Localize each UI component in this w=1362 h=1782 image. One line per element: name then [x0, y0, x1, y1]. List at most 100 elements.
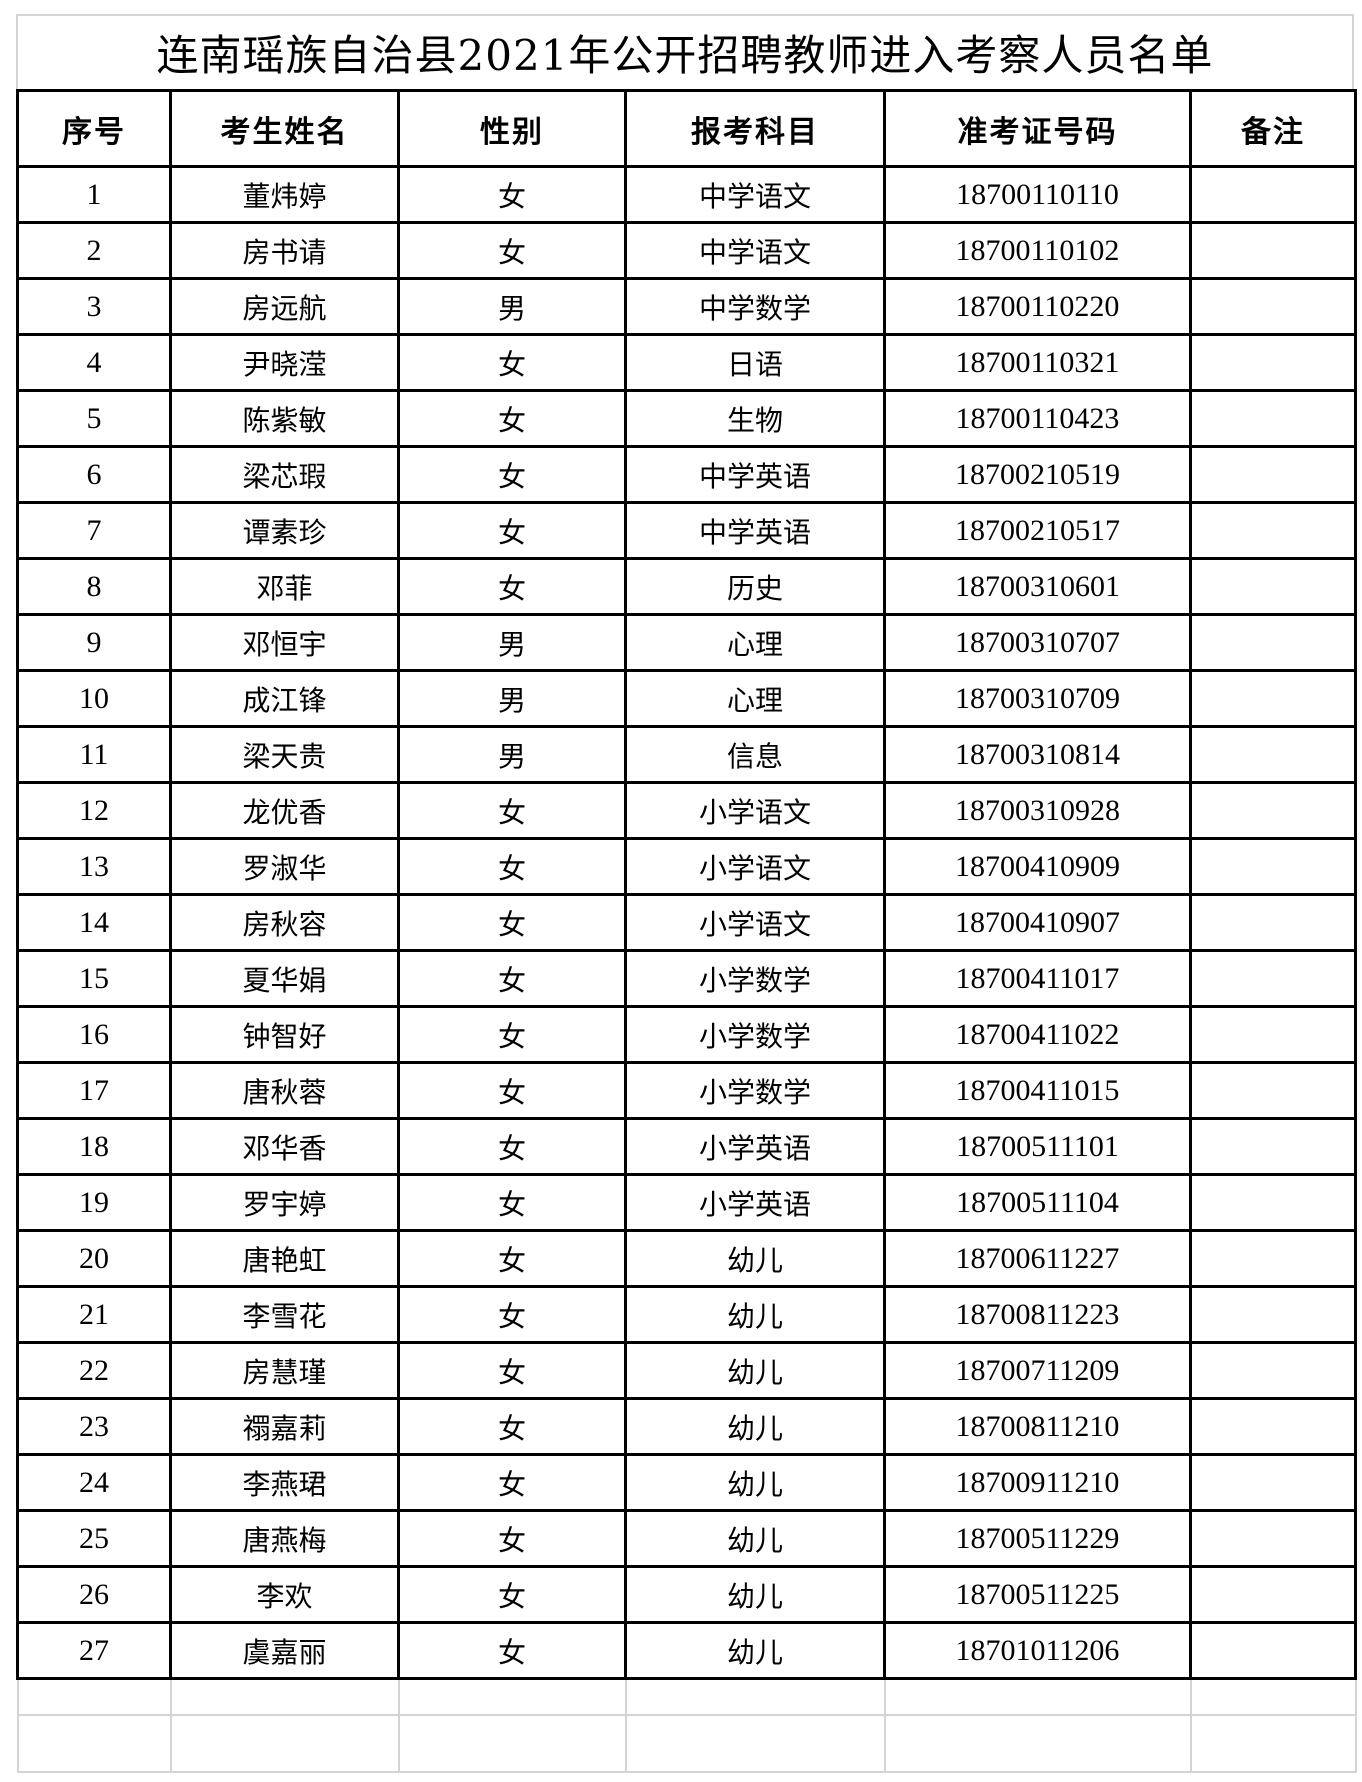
cell-gender: 男	[397, 725, 627, 784]
cell-index: 17	[16, 1061, 172, 1120]
cell-index: 15	[16, 949, 172, 1008]
table-row: 4 尹晓滢女日语 18700110321	[16, 333, 1357, 392]
cell-name: 夏华娟	[169, 949, 400, 1008]
table-row: 16 钟智好女小学数学 18700411022	[16, 1005, 1357, 1064]
cell-name: 谭素珍	[169, 501, 400, 560]
cell-subject: 幼儿	[624, 1621, 886, 1680]
cell-index: 20	[16, 1229, 172, 1288]
cell-gender: 男	[397, 277, 627, 336]
cell-index: 13	[16, 837, 172, 896]
cell-index: 27	[16, 1621, 172, 1680]
cell-gender: 女	[397, 893, 627, 952]
cell-remarks	[1189, 1005, 1357, 1064]
table-row: 25 唐燕梅女幼儿 18700511229	[16, 1509, 1357, 1568]
cell-index: 7	[16, 501, 172, 560]
cell-ticket-number: 18700110110	[883, 165, 1192, 224]
empty-cell	[397, 1677, 627, 1716]
cell-name: 李雪花	[169, 1285, 400, 1344]
cell-index: 9	[16, 613, 172, 672]
cell-subject: 幼儿	[624, 1341, 886, 1400]
cell-remarks	[1189, 445, 1357, 504]
cell-index: 1	[16, 165, 172, 224]
cell-ticket-number: 18700411017	[883, 949, 1192, 1008]
cell-remarks	[1189, 669, 1357, 728]
cell-index: 5	[16, 389, 172, 448]
cell-index: 24	[16, 1453, 172, 1512]
cell-subject: 幼儿	[624, 1397, 886, 1456]
cell-remarks	[1189, 1117, 1357, 1176]
cell-subject: 幼儿	[624, 1285, 886, 1344]
table-row: 24 李燕珺女幼儿 18700911210	[16, 1453, 1357, 1512]
cell-index: 8	[16, 557, 172, 616]
cell-name: 唐燕梅	[169, 1509, 400, 1568]
cell-name: 成江锋	[169, 669, 400, 728]
cell-name: 陈紫敏	[169, 389, 400, 448]
header-col-subject: 报考科目	[624, 89, 886, 168]
empty-cell	[397, 1714, 627, 1773]
cell-gender: 女	[397, 1397, 627, 1456]
cell-ticket-number: 18700611227	[883, 1229, 1192, 1288]
cell-remarks	[1189, 1341, 1357, 1400]
cell-subject: 生物	[624, 389, 886, 448]
empty-row	[16, 1677, 1357, 1716]
cell-name: 董炜婷	[169, 165, 400, 224]
cell-subject: 心理	[624, 613, 886, 672]
cell-remarks	[1189, 1285, 1357, 1344]
cell-gender: 女	[397, 1005, 627, 1064]
cell-name: 邓菲	[169, 557, 400, 616]
cell-gender: 女	[397, 445, 627, 504]
empty-cell	[883, 1714, 1192, 1773]
cell-index: 14	[16, 893, 172, 952]
cell-remarks	[1189, 949, 1357, 1008]
cell-remarks	[1189, 1397, 1357, 1456]
cell-remarks	[1189, 613, 1357, 672]
cell-index: 19	[16, 1173, 172, 1232]
cell-gender: 男	[397, 669, 627, 728]
cell-gender: 女	[397, 1285, 627, 1344]
cell-name: 房远航	[169, 277, 400, 336]
cell-subject: 中学英语	[624, 445, 886, 504]
cell-ticket-number: 18700511104	[883, 1173, 1192, 1232]
empty-cell	[1189, 1714, 1357, 1773]
cell-gender: 女	[397, 557, 627, 616]
cell-index: 21	[16, 1285, 172, 1344]
cell-remarks	[1189, 557, 1357, 616]
cell-remarks	[1189, 277, 1357, 336]
cell-remarks	[1189, 333, 1357, 392]
cell-ticket-number: 18700310814	[883, 725, 1192, 784]
cell-subject: 幼儿	[624, 1565, 886, 1624]
table-row: 7 谭素珍女中学英语 18700210517	[16, 501, 1357, 560]
cell-ticket-number: 18700511101	[883, 1117, 1192, 1176]
empty-cell	[169, 1714, 400, 1773]
table-row: 5 陈紫敏女生物 18700110423	[16, 389, 1357, 448]
cell-index: 3	[16, 277, 172, 336]
cell-gender: 女	[397, 221, 627, 280]
cell-ticket-number: 18700811223	[883, 1285, 1192, 1344]
header-col-remarks: 备注	[1189, 89, 1357, 168]
cell-name: 罗宇婷	[169, 1173, 400, 1232]
cell-name: 禤嘉莉	[169, 1397, 400, 1456]
cell-ticket-number: 18700511225	[883, 1565, 1192, 1624]
table-row: 11 梁天贵男信息 18700310814	[16, 725, 1357, 784]
table-row: 23 禤嘉莉女幼儿 18700811210	[16, 1397, 1357, 1456]
cell-ticket-number: 18700711209	[883, 1341, 1192, 1400]
cell-index: 2	[16, 221, 172, 280]
page-title: 连南瑶族自治县2021年公开招聘教师进入考察人员名单	[16, 14, 1354, 89]
cell-name: 邓恒宇	[169, 613, 400, 672]
cell-gender: 女	[397, 333, 627, 392]
cell-index: 23	[16, 1397, 172, 1456]
table-row: 15 夏华娟女小学数学 18700411017	[16, 949, 1357, 1008]
table-row: 12 龙优香女小学语文 18700310928	[16, 781, 1357, 840]
table-row: 6 梁芯瑕女中学英语 18700210519	[16, 445, 1357, 504]
cell-gender: 女	[397, 389, 627, 448]
cell-name: 房书请	[169, 221, 400, 280]
document-sheet: 连南瑶族自治县2021年公开招聘教师进入考察人员名单 序号 考生姓名 性别 报考科目准…	[16, 14, 1357, 1773]
cell-index: 18	[16, 1117, 172, 1176]
cell-ticket-number: 18700410907	[883, 893, 1192, 952]
cell-subject: 幼儿	[624, 1509, 886, 1568]
header-col-index: 序号	[16, 89, 172, 168]
cell-name: 唐艳虹	[169, 1229, 400, 1288]
cell-index: 6	[16, 445, 172, 504]
cell-ticket-number: 18700110423	[883, 389, 1192, 448]
table-row: 19 罗宇婷女小学英语 18700511104	[16, 1173, 1357, 1232]
